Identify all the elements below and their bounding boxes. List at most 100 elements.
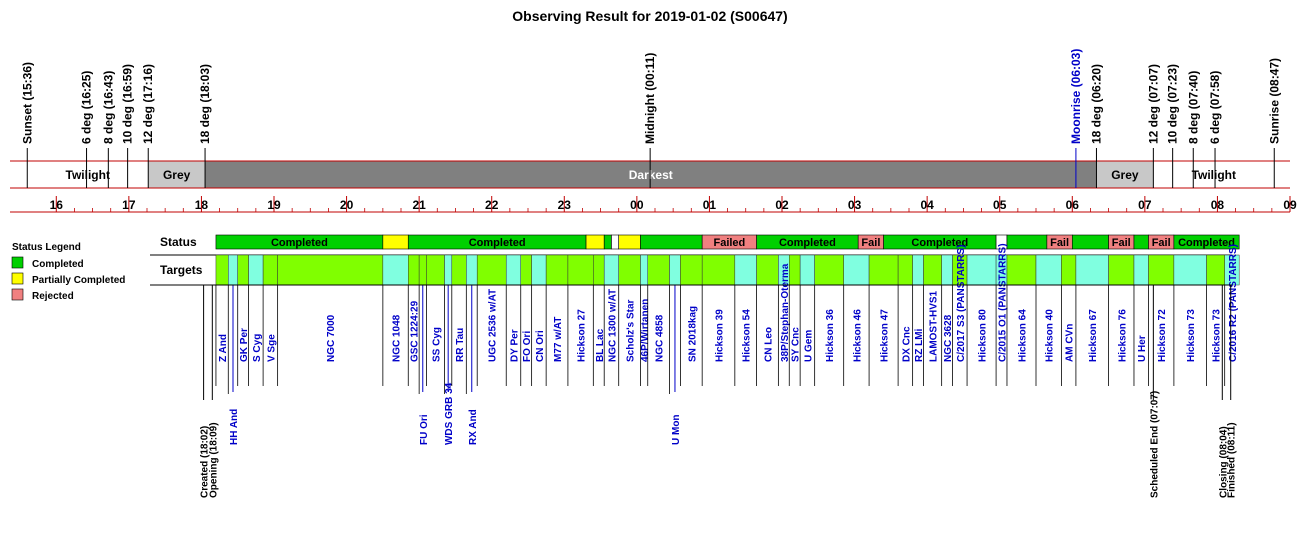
target-name: RZ LMi [914,328,925,362]
hour-tick-label: 09 [1283,198,1297,212]
sky-event-label: 12 deg (17:16) [141,64,155,144]
hour-tick-label: 16 [50,198,64,212]
target-block [408,254,420,286]
hour-tick-label: 01 [703,198,717,212]
target-name: CN Ori [535,330,546,362]
target-block [382,254,409,286]
target-name: C/2016 R2 (PANSTARRS) [1228,244,1239,362]
target-block [545,254,569,286]
target-name: FU Ori [419,414,430,445]
hour-tick-label: 08 [1211,198,1225,212]
target-name: Scholz's Star [626,299,637,362]
target-block [789,254,801,286]
sky-event-label: 8 deg (16:43) [101,71,115,144]
target-name: Hickson 73 [1212,309,1223,362]
target-block [868,254,899,286]
target-name: SN 2018kag [687,306,698,362]
sky-event-label: 10 deg (07:23) [1166,64,1180,144]
status-segment-label: Completed [911,237,968,249]
status-segment-completed [1133,234,1149,250]
target-block [618,254,641,286]
target-name: NGC 4858 [655,314,666,362]
target-block [912,254,924,286]
bottom-events: Created (18:02)Opening (18:09) Scheduled … [200,285,1238,498]
target-block [603,254,619,286]
sky-event-label: 6 deg (07:58) [1208,71,1222,144]
target-name: Hickson 76 [1117,309,1128,362]
hour-tick-label: 07 [1138,198,1152,212]
target-name: Hickson 27 [577,309,588,362]
target-block [941,254,953,286]
target-name: M77 w/AT [553,317,564,362]
hour-tick-label: 00 [630,198,644,212]
target-name: Hickson 67 [1088,309,1099,362]
sky-events: Sunset (15:36) 6 deg (16:25) 8 deg (16:43)… [20,49,1281,188]
target-name: CN Leo [763,327,774,362]
target-name: RX And [468,409,479,445]
target-block [647,254,670,286]
target-block [228,254,238,286]
target-block [734,254,757,286]
sky-band-darkest [205,161,1097,188]
target-name: Hickson 73 [1186,309,1197,362]
target-block [418,254,427,286]
target-name: SY Cnc [791,327,802,362]
status-segment-label: Fail [1112,237,1131,249]
target-block [669,254,681,286]
target-block [1133,254,1149,286]
legend-label: Completed [32,259,84,270]
target-block [1035,254,1062,286]
legend-label: Rejected [32,291,74,302]
hour-tick-label: 22 [485,198,499,212]
status-segment-completed [1006,234,1048,250]
hour-tick-label: 20 [340,198,354,212]
bottom-event-label: Created (18:02) [200,426,211,498]
target-block [215,254,229,286]
target-name: S Cyg [252,334,263,362]
target-block [1148,254,1175,286]
target-name: Hickson 54 [742,309,753,362]
hour-tick-label: 02 [775,198,789,212]
target-name: BL Lac [595,328,606,362]
hour-tick-label: 06 [1066,198,1080,212]
target-name: GSC 1224:29 [410,300,421,362]
status-row-label: Status [160,235,197,249]
hour-tick-label: 04 [920,198,934,212]
sky-band-label: Grey [163,168,191,182]
sky-band-label: Darkest [629,168,673,182]
status-segment-label: Completed [779,237,836,249]
target-name: GK Per [239,328,250,362]
sky-event-label: 8 deg (07:40) [1186,71,1200,144]
hour-tick-label: 05 [993,198,1007,212]
sky-event-label: 6 deg (16:25) [80,71,94,144]
sky-band-label: Twilight [1192,168,1236,182]
target-name: Hickson 64 [1017,309,1028,362]
target-block [262,254,278,286]
sky-band-label: Twilight [66,168,110,182]
target-block [814,254,844,286]
status-legend: Status Legend Completed Partially Complet… [11,242,125,302]
target-block [923,254,942,286]
target-name: RR Tau [455,328,466,362]
target-name: NGC 1300 w/AT [607,289,618,362]
legend-swatch [11,256,24,269]
target-block [1206,254,1225,286]
sky-band-label: Grey [1111,168,1139,182]
target-name: DY Per [509,329,520,362]
status-segment-completed [1071,234,1109,250]
sky-band-grey [148,161,206,188]
bottom-event-label: Scheduled End (07:07) [1149,391,1160,498]
hour-tick-label: 23 [558,198,572,212]
target-name: HH And [229,409,240,445]
status-segment-label: Failed [713,237,745,249]
target-name: LAMOST-HVS1 [929,290,940,362]
status-segment-partial [618,234,641,250]
target-block [640,254,648,286]
target-name: Hickson 80 [978,309,989,362]
target-block [680,254,703,286]
targets-row: Z And HH And GK Per S Cyg V Sge NGC 7000 NGC 1… [150,243,1240,445]
status-segment-label: Completed [1178,237,1235,249]
target-block [1075,254,1109,286]
target-block [701,254,736,286]
